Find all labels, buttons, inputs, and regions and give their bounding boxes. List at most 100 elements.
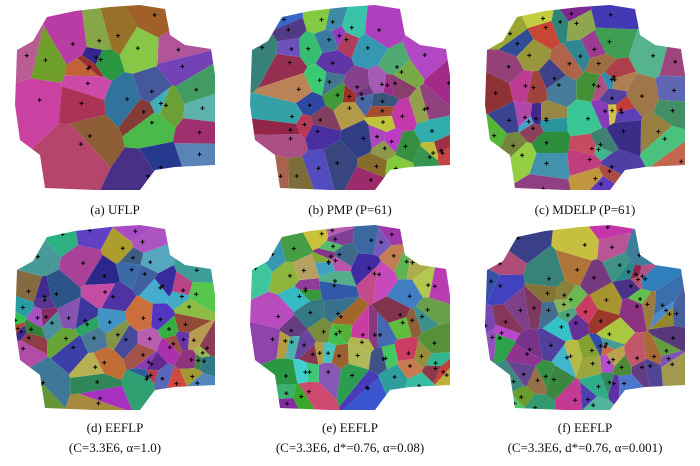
region-cell [434,132,450,155]
region-cell [305,124,342,151]
region-cell [575,356,602,380]
region-cell [493,334,516,364]
facility-marker [171,341,176,346]
facility-marker [183,322,188,327]
facility-marker [288,136,293,141]
region-cell [555,249,592,286]
region-cell [640,125,685,170]
region-cell [647,325,685,352]
region-cell [485,264,500,304]
facility-marker [111,294,116,299]
facility-marker [656,129,661,134]
facility-marker [541,187,546,190]
facility-marker [196,358,201,363]
facility-marker [568,297,573,302]
facility-marker [296,87,301,92]
region-cell [318,270,357,287]
facility-marker [422,53,427,58]
facility-marker [606,360,611,365]
region-cell [119,247,144,265]
facility-marker [593,176,598,181]
region-cell [368,346,387,375]
facility-marker [86,66,91,71]
region-cell [250,291,295,329]
facility-marker [135,46,140,51]
region-cell [77,54,105,77]
facility-marker [160,284,165,289]
facility-marker [347,106,352,111]
region-cell [506,360,536,387]
facility-marker [575,267,580,272]
region-cell [98,5,138,56]
region-cell [419,83,450,120]
region-cell [423,53,450,111]
facility-marker [97,38,102,43]
facility-marker [319,231,324,236]
region-cell [50,335,89,375]
facility-marker [326,370,331,375]
region-cell [64,58,99,77]
facility-marker [497,336,502,341]
facility-marker [374,164,379,169]
region-cell [93,346,126,381]
region-cell [606,345,625,367]
region-cell [310,105,342,131]
facility-marker [158,101,163,106]
facility-marker [400,114,405,119]
facility-marker [103,290,108,295]
region-cell [337,32,360,59]
facility-marker [327,37,332,42]
region-cell [70,114,125,168]
facility-marker [559,325,564,330]
region-cell [285,336,300,360]
region-cell [513,101,532,127]
facility-marker [561,302,566,307]
region-cell [351,33,389,69]
facility-marker [410,318,415,323]
facility-marker [299,394,304,399]
region-cell [383,128,403,153]
region-cell [602,252,630,283]
region-cell [151,303,175,331]
region-cell [293,298,325,329]
caption: (C=3.3E6, d*=0.76, α=0.08) [276,440,424,455]
facility-marker [148,260,153,265]
facility-marker [289,47,294,52]
facility-marker [350,373,355,378]
facility-marker [287,60,292,65]
facility-marker [565,313,570,318]
facility-marker [365,45,370,50]
facility-marker [674,311,679,316]
facility-marker [149,89,154,94]
facility-marker [344,37,349,42]
region-cell [174,143,215,190]
facility-marker [568,354,573,359]
region-cell [527,20,561,50]
region-cell [364,115,396,133]
region-cell [514,328,543,360]
facility-marker [303,286,308,291]
facility-marker [531,85,536,90]
facility-marker [335,161,340,166]
facility-marker [648,364,653,369]
region-cell [365,106,395,118]
region-cell [122,112,176,149]
region-cell [154,265,177,297]
facility-marker [515,41,520,46]
facility-marker [522,115,527,120]
facility-marker [93,365,98,370]
facility-marker [521,372,526,377]
region-cell [356,265,378,305]
facility-marker [288,127,293,132]
facility-marker [81,261,86,266]
map-panel [15,225,215,410]
facility-marker [195,381,200,386]
facility-marker [71,345,76,350]
facility-marker [87,133,92,138]
region-cell [31,25,67,83]
facility-marker [85,322,90,327]
region-cell [341,5,368,39]
facility-marker [148,373,153,378]
region-cell [69,352,105,379]
facility-marker [433,366,438,371]
